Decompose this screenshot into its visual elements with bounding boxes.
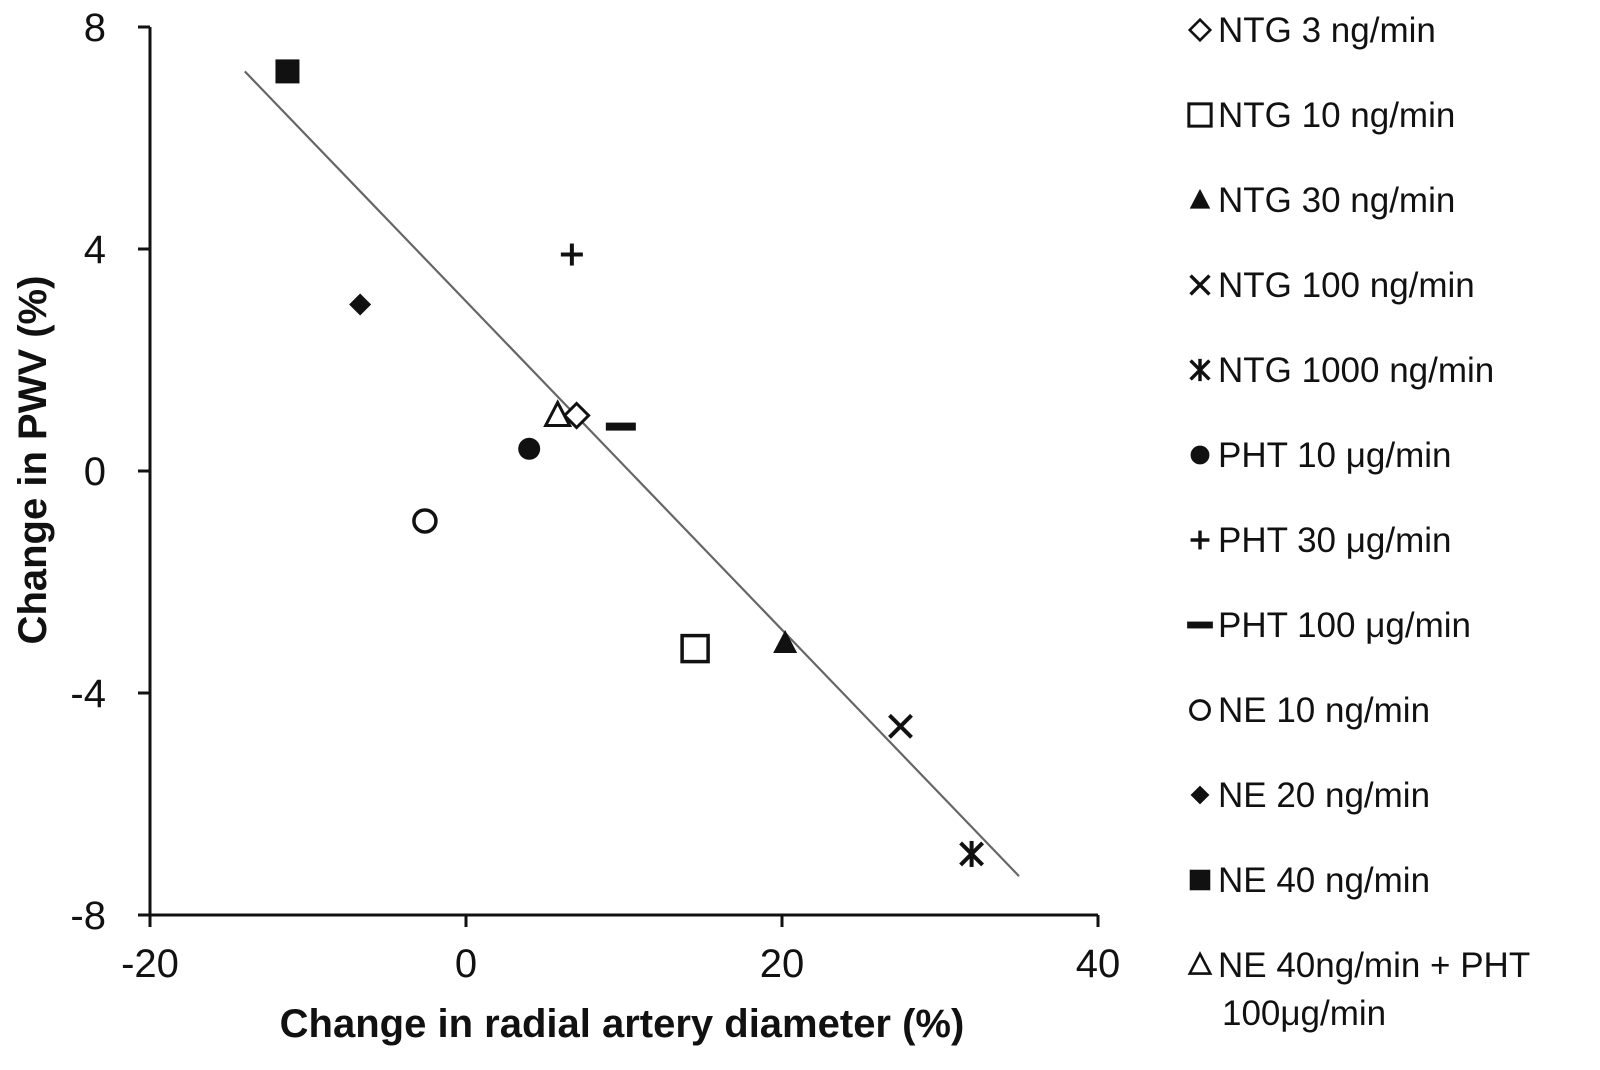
legend-marker [1189,699,1211,721]
x-axis-title: Change in radial artery diameter (%) [280,1002,965,1046]
legend-marker [1189,188,1211,209]
data-point [543,399,573,427]
data-point [560,243,583,266]
y-axis-title: Change in PWV (%) [11,276,55,645]
legend-marker [1190,445,1210,465]
legend-label: NTG 30 ng/min [1218,181,1455,220]
legend-label: PHT 30 μg/min [1218,521,1452,560]
x-axis-ticks: -20 0 20 40 [121,915,1120,986]
data-point [349,293,372,316]
legend-item: NTG 1000 ng/min [1189,351,1494,390]
legend-item: NE 10 ng/min [1189,691,1430,730]
data-point [412,508,438,534]
legend-item: NTG 3 ng/min [1187,11,1436,50]
legend-item: NTG 100 ng/min [1189,266,1475,305]
data-point [562,401,591,430]
legend-item: PHT 30 μg/min [1190,521,1452,560]
legend-item: PHT 100 μg/min [1187,606,1471,645]
y-tick-label: 0 [84,450,106,494]
data-point [773,630,798,654]
x-tick-label: 20 [760,942,805,986]
legend-label: NE 20 ng/min [1218,776,1430,815]
legend-marker [1190,785,1210,805]
legend-label: 100μg/min [1222,994,1386,1033]
data-point [605,422,636,431]
x-tick-label: -20 [121,942,179,986]
legend-label: NE 40ng/min + PHT [1218,946,1530,985]
x-tick-label: 0 [455,942,477,986]
legend-label: NTG 100 ng/min [1218,266,1475,305]
legend-marker [1187,621,1213,629]
legend-label: NE 10 ng/min [1218,691,1430,730]
data-point [959,840,985,867]
legend-label: NE 40 ng/min [1218,861,1430,900]
legend-marker [1190,530,1210,550]
data-point [518,437,541,460]
legend-marker [1189,358,1211,382]
legend-label: PHT 100 μg/min [1218,606,1471,645]
legend-label: NTG 1000 ng/min [1218,351,1494,390]
y-tick-label: -8 [70,894,106,938]
data-point [888,713,913,739]
legend-item: NTG 30 ng/min [1189,181,1455,220]
legend-label: NTG 10 ng/min [1218,96,1455,135]
legend-item: PHT 10 μg/min [1190,436,1452,475]
legend-item: NE 40ng/min + PHT 100μg/min [1187,946,1530,1033]
y-tick-label: 8 [84,6,106,50]
y-tick-label: -4 [70,672,106,716]
legend-label: PHT 10 μg/min [1218,436,1452,475]
legend-marker [1187,951,1213,975]
legend-marker [1189,869,1211,891]
legend-marker [1187,17,1213,43]
data-point [275,59,300,84]
legend-item: NE 40 ng/min [1189,861,1430,900]
data-point [680,633,710,664]
legend-item: NTG 10 ng/min [1187,96,1455,135]
y-axis-ticks: 8 4 0 -4 -8 [70,6,150,938]
legend-marker [1189,274,1211,296]
legend-item: NE 20 ng/min [1190,776,1430,815]
legend-label: NTG 3 ng/min [1218,11,1436,50]
y-tick-label: 4 [84,228,106,272]
legend-marker [1187,102,1213,128]
x-tick-label: 40 [1076,942,1121,986]
legend: NTG 3 ng/min NTG 10 ng/min NTG 30 ng/min NT… [1187,11,1530,1033]
plot-area [244,59,1020,877]
trend-line [244,70,1020,877]
